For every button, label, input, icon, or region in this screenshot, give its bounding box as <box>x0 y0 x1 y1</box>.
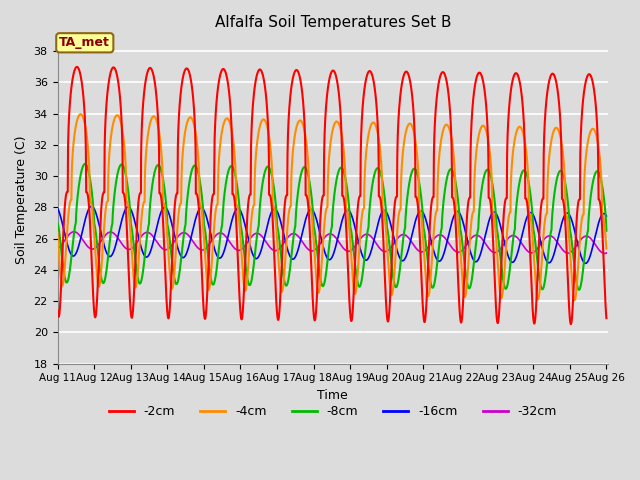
Title: Alfalfa Soil Temperatures Set B: Alfalfa Soil Temperatures Set B <box>214 15 451 30</box>
Text: TA_met: TA_met <box>60 36 110 49</box>
Legend: -2cm, -4cm, -8cm, -16cm, -32cm: -2cm, -4cm, -8cm, -16cm, -32cm <box>104 400 562 423</box>
X-axis label: Time: Time <box>317 389 348 402</box>
Y-axis label: Soil Temperature (C): Soil Temperature (C) <box>15 135 28 264</box>
